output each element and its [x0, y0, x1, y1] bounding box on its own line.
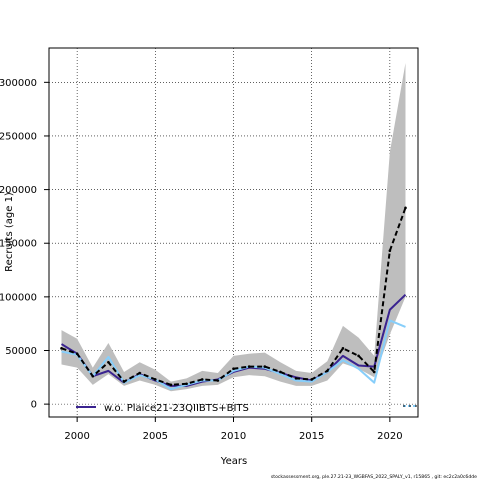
series-2-point-2010 — [232, 367, 235, 371]
x-axis-label: Years — [220, 456, 247, 467]
series-2-point-2020 — [388, 249, 392, 253]
y-tick-label-100000: 100000 — [0, 292, 37, 303]
series-2-point-2017 — [341, 347, 345, 350]
series-2-point-2015 — [310, 378, 313, 381]
series-2-point-2016 — [326, 369, 329, 373]
y-tick-label-200000: 200000 — [0, 185, 37, 196]
y-tick-label-50000: 50000 — [5, 346, 37, 357]
confidence-band — [61, 63, 406, 392]
series-2-point-2005 — [154, 378, 157, 381]
series-2-point-2019 — [372, 370, 376, 374]
series-2-point-2011 — [247, 365, 251, 368]
series-2-point-2008 — [200, 378, 204, 381]
series-2-point-2000 — [75, 352, 79, 356]
series-2-point-2012 — [263, 365, 267, 368]
points-group — [60, 206, 407, 387]
y-axis-label: Recruits (age 1) — [4, 192, 15, 272]
x-tick-label-2005: 2005 — [143, 431, 168, 442]
y-tick-label-300000: 300000 — [0, 78, 37, 89]
series-2-point-2007 — [185, 382, 188, 386]
x-tick-label-2015: 2015 — [299, 431, 324, 442]
y-tick-label-250000: 250000 — [0, 131, 37, 142]
y-tick-label-0: 0 — [31, 400, 37, 411]
series-2-point-2009 — [216, 379, 220, 382]
series-2-point-2004 — [138, 371, 141, 375]
series-2-point-1999 — [60, 347, 63, 350]
series-2-point-2006 — [169, 383, 173, 387]
legend: w.o. Plaice21-23QIIBTS+BITS — [76, 403, 249, 414]
series-2-point-2013 — [279, 370, 282, 374]
x-ticks-group: 2000 2005 2010 2015 2020 — [64, 417, 403, 442]
y-tick-label-150000: 150000 — [0, 239, 37, 250]
series-2-point-2002 — [107, 360, 110, 364]
series-2-point-2001 — [91, 374, 95, 378]
band-group — [61, 63, 406, 392]
series-2-point-2021 — [404, 206, 407, 210]
x-tick-label-2000: 2000 — [64, 431, 89, 442]
legend-label: w.o. Plaice21-23QIIBTS+BITS — [104, 403, 249, 414]
footer-text: stockassessment.org, ple.27.21-23_WGBFAS… — [271, 474, 477, 480]
y-ticks-group: 0 50000 100000 150000 200000 250000 300000 — [0, 78, 49, 411]
x-tick-label-2020: 2020 — [377, 431, 402, 442]
x-tick-label-2010: 2010 — [221, 431, 246, 442]
series-2-point-2018 — [357, 354, 360, 358]
series-2-point-2003 — [122, 380, 126, 383]
series-2-point-2014 — [294, 377, 298, 380]
